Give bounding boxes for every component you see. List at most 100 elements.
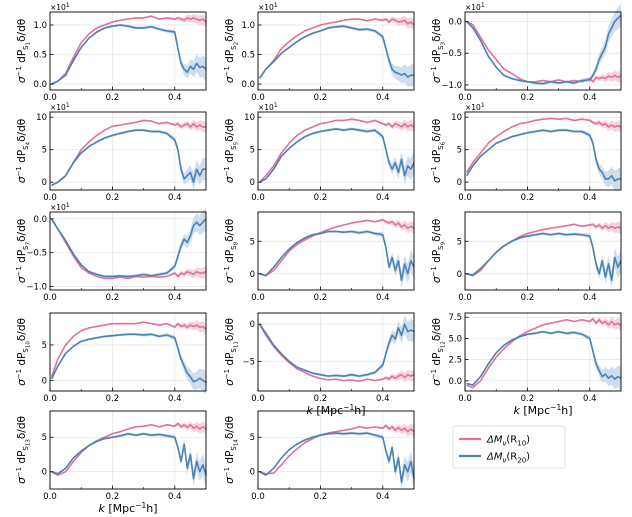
multiplier-base: ×10 (258, 3, 274, 12)
x-tick-label: 0.2 (106, 193, 120, 203)
y-tick-label: 0.0 (448, 18, 462, 28)
xlabel-sup: −1 (550, 403, 561, 412)
series-line-r20 (466, 232, 622, 282)
series-line-r10 (258, 323, 415, 383)
series-line-r10 (466, 20, 622, 83)
multiplier-base: ×10 (465, 3, 481, 12)
ylabel-sub-s: S (22, 245, 30, 250)
y-tick-label: −0.5 (26, 249, 47, 259)
x-tick-label: 0.2 (314, 394, 328, 404)
multiplier-exponent: 1 (66, 2, 70, 9)
xlabel-k: k (306, 404, 313, 417)
ylabel-dp: dP (16, 353, 28, 369)
series-line-r20 (466, 330, 622, 386)
x-tick-label: 0.0 (458, 394, 472, 404)
ylabel-post: δ/dθ (16, 119, 28, 142)
ylabel-sigma: σ (431, 276, 443, 283)
y-axis-label: σ−1 dPS1δ/dθ (15, 19, 32, 83)
y-tick-label: 0 (250, 178, 255, 188)
x-tick-label: 0.2 (106, 492, 120, 502)
ylabel-sigma: σ (16, 76, 28, 83)
ylabel-sup: −1 (223, 166, 231, 176)
x-axis-label: k [Mpc−1h] (98, 501, 157, 515)
y-tick-label: 0 (42, 468, 47, 478)
ylabel-sub-s: S (437, 348, 445, 353)
axis-multiplier: ×101 (258, 2, 278, 12)
x-tick-label: 0.2 (314, 492, 328, 502)
y-tick-label: 5.0 (448, 334, 462, 344)
x-tick-label: 0.2 (106, 93, 120, 103)
series-line-r10 (50, 321, 207, 378)
ylabel-sigma: σ (16, 176, 28, 183)
panel-frame (464, 211, 622, 291)
multiplier-exponent: 1 (66, 202, 70, 209)
ylabel-sub-s: S (22, 446, 30, 451)
xlabel-k: k (98, 502, 105, 515)
axis-multiplier: ×101 (50, 2, 70, 12)
error-band-r20 (466, 128, 621, 191)
ylabel-sigma: σ (431, 379, 443, 386)
legend-close: ) (526, 435, 530, 446)
ylabel-dp: dP (224, 451, 236, 467)
error-band-r20 (259, 24, 414, 87)
y-tick-label: 10 (36, 113, 47, 123)
y-tick-label: 0 (457, 178, 462, 188)
y-tick-label: 0.0 (33, 215, 47, 225)
ylabel-sigma: σ (16, 276, 28, 283)
legend-r: (R (506, 452, 517, 463)
y-axis-label: σ−1 dPS12δ/dθ (430, 318, 447, 386)
x-tick-label: 0.0 (251, 193, 265, 203)
legend-label-r20: ΔMν(R20) (486, 452, 530, 465)
y-tick-label: −0.5 (441, 49, 462, 59)
series-line-r20 (259, 432, 415, 483)
x-tick-label: 0.2 (314, 193, 328, 203)
error-band-r10 (51, 320, 207, 378)
multiplier-base: ×10 (50, 203, 66, 212)
panel-frame (49, 11, 207, 91)
x-tick-label: 0.0 (251, 394, 265, 404)
series-line-r10 (258, 18, 415, 79)
x-tick-label: 0.4 (376, 394, 390, 404)
x-tick-label: 0.0 (251, 492, 265, 502)
xlabel-unit: [Mpc (313, 404, 343, 417)
panel-frame (257, 410, 415, 490)
y-axis-label: σ−1 dPS7δ/dθ (15, 219, 32, 283)
series-line-r20 (51, 432, 207, 480)
x-tick-label: 0.0 (43, 293, 57, 303)
panel-frame (464, 11, 622, 91)
series-line-r20 (259, 230, 415, 282)
ylabel-sub-s: S (22, 145, 30, 150)
ylabel-post: δ/dθ (431, 318, 443, 341)
y-tick-label: 0 (457, 270, 462, 280)
x-tick-label: 0.0 (458, 293, 472, 303)
series-line-r10 (259, 424, 415, 475)
series-line-r20 (51, 24, 207, 85)
series-line-r20 (50, 218, 207, 278)
multiplier-exponent: 1 (274, 2, 278, 9)
ylabel-sup: −1 (15, 66, 23, 76)
xlabel-sup: −1 (135, 501, 146, 510)
panel-11: 0.0 0.2 0.4−50σ−1 dPS11δ/dθk [Mpc−1h] (223, 312, 415, 417)
y-tick-label: 7.5 (448, 313, 462, 323)
y-tick-label: 0.0 (33, 80, 47, 90)
x-tick-label: 0.0 (458, 193, 472, 203)
x-tick-label: 0.4 (583, 394, 597, 404)
ylabel-sigma: σ (16, 477, 28, 484)
ylabel-sub-index: 1 (26, 42, 32, 46)
ylabel-sup: −1 (223, 266, 231, 276)
panel-frame (49, 312, 207, 392)
y-tick-label: 2.5 (448, 356, 462, 366)
x-tick-label: 0.0 (43, 394, 57, 404)
ylabel-sub-index: 6 (441, 141, 447, 145)
legend-sub-nu: ν (502, 457, 506, 465)
ylabel-sub-index: 2 (234, 42, 240, 46)
legend-sub-index: 20 (517, 457, 526, 465)
multiplier-exponent: 1 (481, 2, 485, 9)
y-axis-label: σ−1 dPS9δ/dθ (430, 219, 447, 283)
ylabel-sub-index: 7 (26, 241, 32, 245)
ylabel-sup: −1 (15, 467, 23, 477)
panel-4: 0.0 0.2 0.4 0 5 10×101 σ−1 dPS4δ/dθ (15, 102, 207, 203)
ylabel-dp: dP (431, 50, 443, 66)
xlabel-unit: [Mpc (105, 502, 135, 515)
